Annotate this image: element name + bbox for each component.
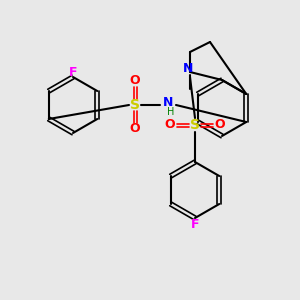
Text: N: N [183,62,193,76]
Text: N: N [163,95,173,109]
Text: O: O [165,118,175,131]
Text: F: F [191,218,199,230]
Text: S: S [190,118,200,132]
Text: O: O [130,74,140,88]
Text: O: O [215,118,225,131]
Text: S: S [130,98,140,112]
Text: F: F [69,65,77,79]
Text: H: H [167,107,175,117]
Text: O: O [130,122,140,136]
